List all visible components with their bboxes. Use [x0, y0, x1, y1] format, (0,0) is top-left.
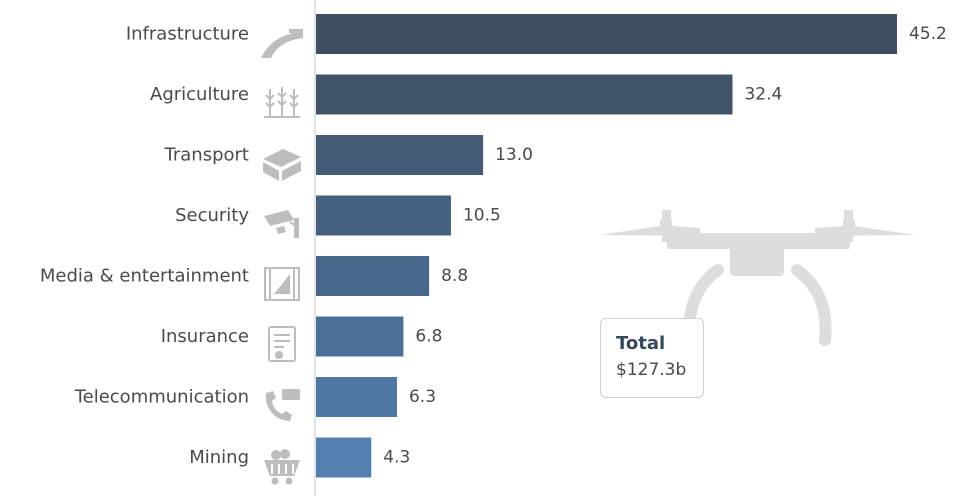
film-icon — [264, 267, 300, 301]
category-label-infrastructure: Infrastructure — [126, 24, 249, 45]
category-label-security: Security — [175, 205, 249, 226]
bar-mining — [316, 437, 372, 478]
category-label-telecommunication: Telecommunication — [74, 387, 249, 408]
bar-infrastructure — [316, 14, 897, 54]
drone-icon — [600, 210, 915, 346]
bars-group — [316, 14, 897, 478]
telephone-icon — [265, 389, 300, 421]
category-label-agriculture: Agriculture — [150, 84, 249, 105]
category-label-insurance: Insurance — [161, 326, 249, 347]
category-label-transport: Transport — [164, 145, 249, 166]
value-label-insurance: 6.8 — [415, 327, 442, 347]
value-label-mining: 4.3 — [383, 448, 410, 468]
value-label-transport: 13.0 — [495, 145, 533, 165]
value-label-media-entertainment: 8.8 — [441, 266, 468, 286]
category-labels-group: Infrastructure Agriculture Transport Sec… — [40, 24, 249, 469]
value-label-infrastructure: 45.2 — [909, 24, 947, 44]
mining-cart-icon — [264, 449, 300, 485]
value-label-agriculture: 32.4 — [744, 85, 782, 105]
value-label-security: 10.5 — [463, 206, 501, 226]
category-label-mining: Mining — [189, 447, 249, 468]
package-icon — [263, 149, 301, 181]
wheat-icon — [264, 87, 300, 118]
total-title: Total — [616, 333, 666, 354]
bar-agriculture — [316, 74, 733, 115]
total-value: $127.3b — [616, 360, 687, 380]
road-icon — [261, 29, 303, 58]
bar-transport — [316, 135, 484, 175]
bar-security — [316, 195, 451, 236]
category-label-media-entertainment: Media & entertainment — [40, 266, 249, 287]
bar-insurance — [316, 316, 404, 357]
bar-media-entertainment — [316, 256, 430, 296]
insurance-document-icon — [268, 326, 296, 362]
bar-telecommunication — [316, 377, 397, 417]
total-box: Total $127.3b — [600, 318, 704, 398]
security-camera-icon — [264, 210, 299, 238]
value-label-telecommunication: 6.3 — [409, 387, 436, 407]
value-labels-group: 45.2 32.4 13.0 10.5 8.8 6.8 6.3 4.3 — [383, 24, 947, 468]
